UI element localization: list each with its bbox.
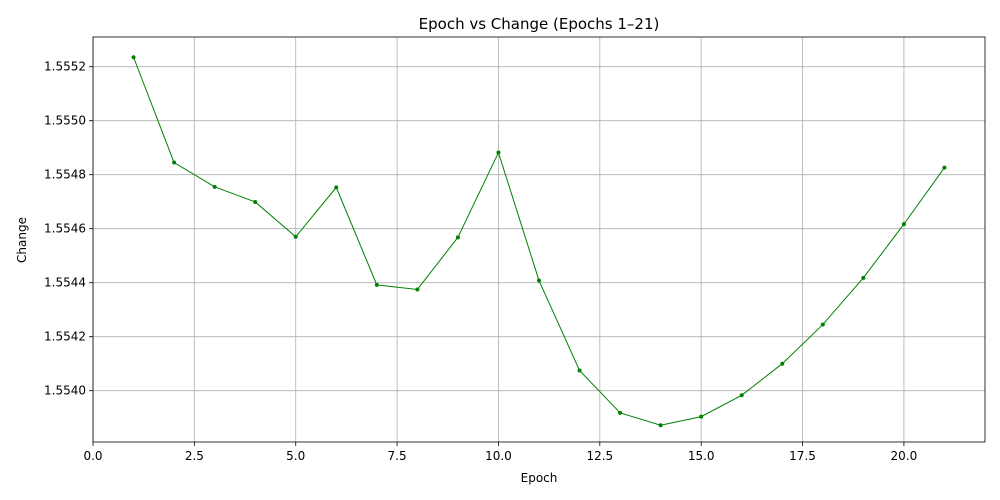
data-point: [172, 160, 177, 165]
y-tick-label: 1.5544: [44, 276, 86, 290]
y-axis-ticks: 1.5540 1.5542 1.5544 1.5546 1.5548 1.5550 1.55…: [44, 60, 93, 398]
x-tick-label: 0.0: [83, 449, 102, 463]
data-point: [739, 393, 744, 398]
x-tick-label: 17.5: [789, 449, 816, 463]
x-tick-label: 2.5: [185, 449, 204, 463]
data-point: [537, 278, 541, 283]
chart-title: Epoch vs Change (Epochs 1–21): [419, 15, 660, 33]
y-tick-label: 1.5546: [44, 222, 86, 236]
data-point: [212, 184, 217, 189]
plot-frame: [92, 36, 986, 443]
y-tick-label: 1.5540: [44, 384, 86, 398]
data-point: [780, 361, 785, 366]
data-point: [901, 222, 906, 227]
x-tick-label: 5.0: [286, 449, 305, 463]
data-point: [253, 199, 258, 204]
x-tick-label: 10.0: [485, 449, 512, 463]
data-point: [942, 165, 947, 170]
data-point: [577, 368, 582, 373]
y-tick-label: 1.5542: [44, 330, 86, 344]
data-point: [820, 322, 825, 327]
data-point: [131, 55, 136, 60]
y-axis-label: Change: [15, 217, 29, 263]
x-axis-label: Epoch: [521, 471, 558, 485]
x-tick-label: 12.5: [586, 449, 613, 463]
y-tick-label: 1.5550: [44, 114, 86, 128]
data-point: [334, 185, 339, 190]
y-tick-label: 1.5552: [44, 60, 86, 74]
x-tick-label: 20.0: [891, 449, 918, 463]
data-point: [861, 275, 866, 280]
data-point: [455, 235, 460, 240]
x-tick-label: 7.5: [388, 449, 407, 463]
data-point: [293, 234, 298, 239]
x-tick-label: 15.0: [688, 449, 715, 463]
series-layer: [131, 55, 947, 428]
data-point: [658, 423, 663, 428]
data-point: [699, 414, 704, 419]
data-point: [618, 410, 623, 415]
grid: [92, 37, 985, 442]
data-point: [415, 287, 420, 292]
y-tick-label: 1.5548: [44, 168, 86, 182]
x-axis-ticks: 0.0 2.5 5.0 7.5 10.0 12.5 15.0 17.5 20.0: [83, 442, 917, 463]
series-line: [133, 57, 945, 426]
data-point: [374, 282, 379, 287]
data-point: [496, 150, 501, 155]
